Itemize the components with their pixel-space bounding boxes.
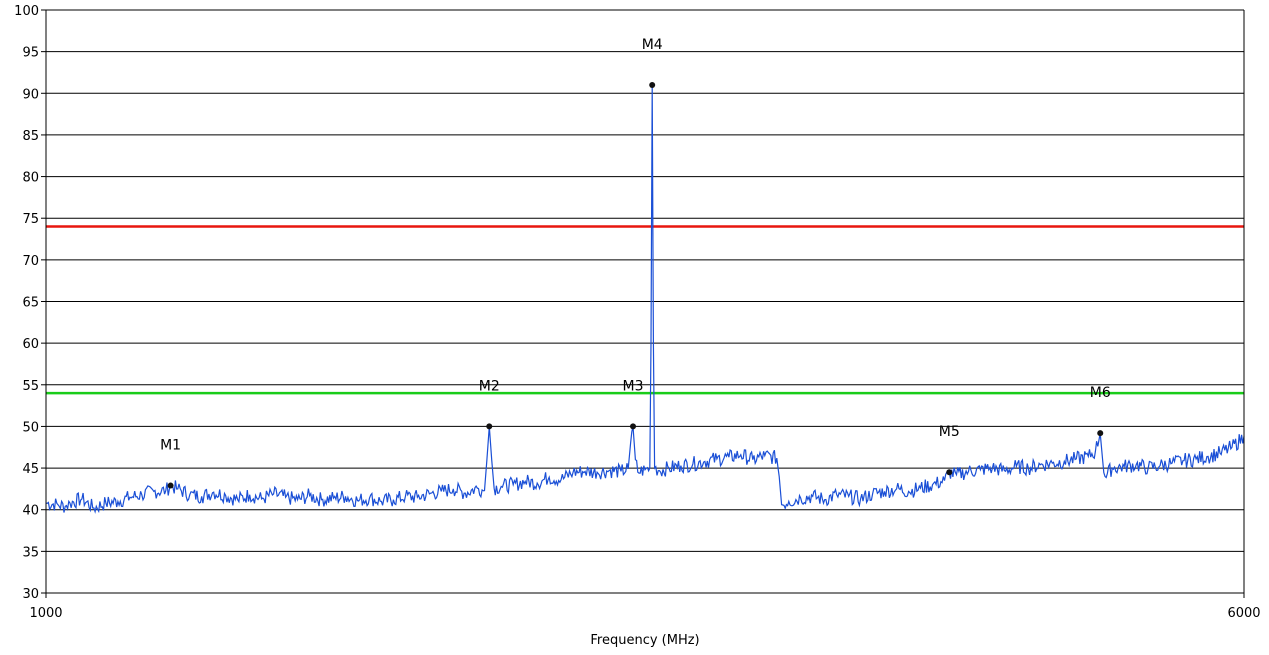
y-tick-label-70: 70 [22, 254, 39, 269]
marker-m4-dot [649, 81, 656, 88]
marker-m1-label: M1 [160, 438, 181, 454]
x-axis-label: Frequency (MHz) [590, 633, 699, 648]
marker-m2-dot [486, 423, 493, 430]
y-tick-label-90: 90 [22, 87, 39, 102]
marker-m5-dot [946, 469, 953, 476]
marker-group: M1 M2 M3 M4 M5 M6 [160, 37, 1111, 489]
marker-m4-label: M4 [642, 37, 663, 53]
limit-lines [46, 225, 1244, 395]
y-tick-label-100: 100 [14, 4, 39, 19]
marker-m6-label: M6 [1090, 385, 1111, 401]
y-tick-label-75: 75 [22, 212, 39, 227]
marker-m6-dot [1097, 430, 1104, 437]
y-tick-label-85: 85 [22, 129, 39, 144]
x-tick-label-max: 6000 [1227, 606, 1260, 621]
y-tick-label-55: 55 [22, 379, 39, 394]
y-tick-label-65: 65 [22, 296, 39, 311]
y-tick-label-50: 50 [22, 420, 39, 435]
y-axis-ticks: 30 35 40 45 50 55 60 65 70 75 80 85 90 95 100 [14, 4, 46, 602]
marker-m2-label: M2 [479, 378, 500, 394]
y-tick-label-30: 30 [22, 587, 39, 602]
x-tick-label-min: 1000 [29, 606, 62, 621]
y-tick-label-40: 40 [22, 504, 39, 519]
y-tick-label-45: 45 [22, 462, 39, 477]
marker-m3-dot [630, 423, 637, 430]
spectrum-trace [45, 84, 1245, 514]
y-tick-label-80: 80 [22, 171, 39, 186]
marker-m5-label: M5 [939, 424, 960, 440]
y-tick-label-35: 35 [22, 545, 39, 560]
marker-m3-label: M3 [623, 378, 644, 394]
marker-m1-dot [167, 482, 174, 489]
y-tick-label-95: 95 [22, 46, 39, 61]
y-tick-label-60: 60 [22, 337, 39, 352]
grid-lines [46, 9, 1244, 552]
